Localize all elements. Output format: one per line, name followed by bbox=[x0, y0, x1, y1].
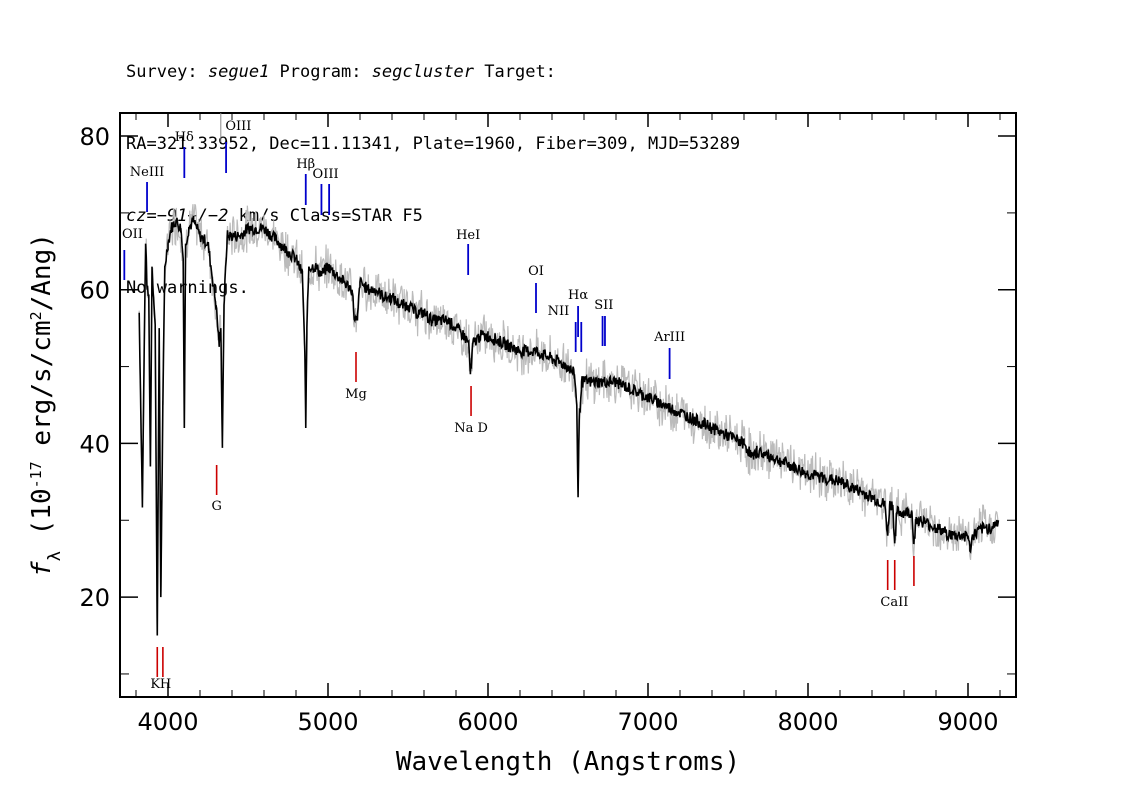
x-tick-label: 6000 bbox=[457, 708, 518, 736]
emission-line-label: Hα bbox=[568, 288, 588, 303]
class-text: km/s Class=STAR F5 bbox=[228, 206, 423, 226]
absorption-line-label: CaII bbox=[880, 595, 908, 610]
error-spectrum-line bbox=[138, 203, 999, 621]
x-tick-label: 7000 bbox=[617, 708, 678, 736]
y-tick-label: 40 bbox=[79, 430, 110, 458]
axis-ticks: 4000 5000 6000 7000 8000 9000 20 40 60 80 bbox=[79, 113, 1016, 736]
plot-area bbox=[138, 203, 1000, 636]
x-tick-label: 4000 bbox=[137, 708, 198, 736]
plot-frame bbox=[119, 112, 1017, 698]
absorption-line-label: K bbox=[150, 677, 160, 692]
emission-line-label: NII bbox=[548, 304, 570, 319]
emission-line-label: Hβ bbox=[296, 157, 315, 172]
x-tick-label: 8000 bbox=[777, 708, 838, 736]
spectrum-header: Survey: segue1 Program: segcluster Targe… bbox=[126, 12, 740, 324]
emission-line-label: ArIII bbox=[653, 330, 685, 345]
x-tick-label: 5000 bbox=[297, 708, 358, 736]
y-tick-label: 20 bbox=[79, 584, 110, 612]
absorption-line-label: G bbox=[211, 499, 221, 514]
header-line-warnings: No warnings. bbox=[126, 278, 249, 298]
target-label: Target: bbox=[474, 62, 556, 82]
emission-line-label: SII bbox=[594, 298, 613, 313]
emission-line-label: NeIII bbox=[130, 165, 164, 180]
x-axis-title: Wavelength (Angstroms) bbox=[396, 747, 740, 777]
redshift-value: cz=−91+/−2 bbox=[126, 206, 229, 226]
y-axis-title: fλ (10-17 erg/s/cm2/Ang) bbox=[27, 233, 65, 577]
y-tick-label: 60 bbox=[79, 277, 110, 305]
survey-label: Survey: bbox=[126, 62, 208, 82]
program-label: Program: bbox=[269, 62, 372, 82]
absorption-line-label: Na D bbox=[454, 421, 488, 436]
emission-line-label: Hδ bbox=[175, 130, 194, 145]
header-line-survey: Survey: segue1 Program: segcluster Targe… bbox=[126, 60, 740, 84]
absorption-line-label: Mg bbox=[345, 387, 367, 402]
absorption-line-label: H bbox=[160, 677, 171, 692]
y-tick-label: 80 bbox=[79, 123, 110, 151]
emission-line-label: HeI bbox=[456, 228, 480, 243]
program-value: segcluster bbox=[371, 62, 475, 82]
emission-line-label: OII bbox=[122, 227, 143, 242]
survey-value: segue1 bbox=[207, 62, 270, 82]
emission-line-label: OI bbox=[528, 264, 544, 279]
header-line-redshift: cz=−91+/−2 km/s Class=STAR F5 bbox=[126, 204, 740, 228]
emission-line-label: OIII bbox=[313, 167, 339, 182]
flux-spectrum-line bbox=[138, 215, 1000, 636]
emission-line-label: OIII bbox=[225, 119, 251, 134]
y-axis-title-text: fλ (10-17 erg/s/cm2/Ang) bbox=[27, 233, 65, 577]
x-tick-label: 9000 bbox=[937, 708, 998, 736]
